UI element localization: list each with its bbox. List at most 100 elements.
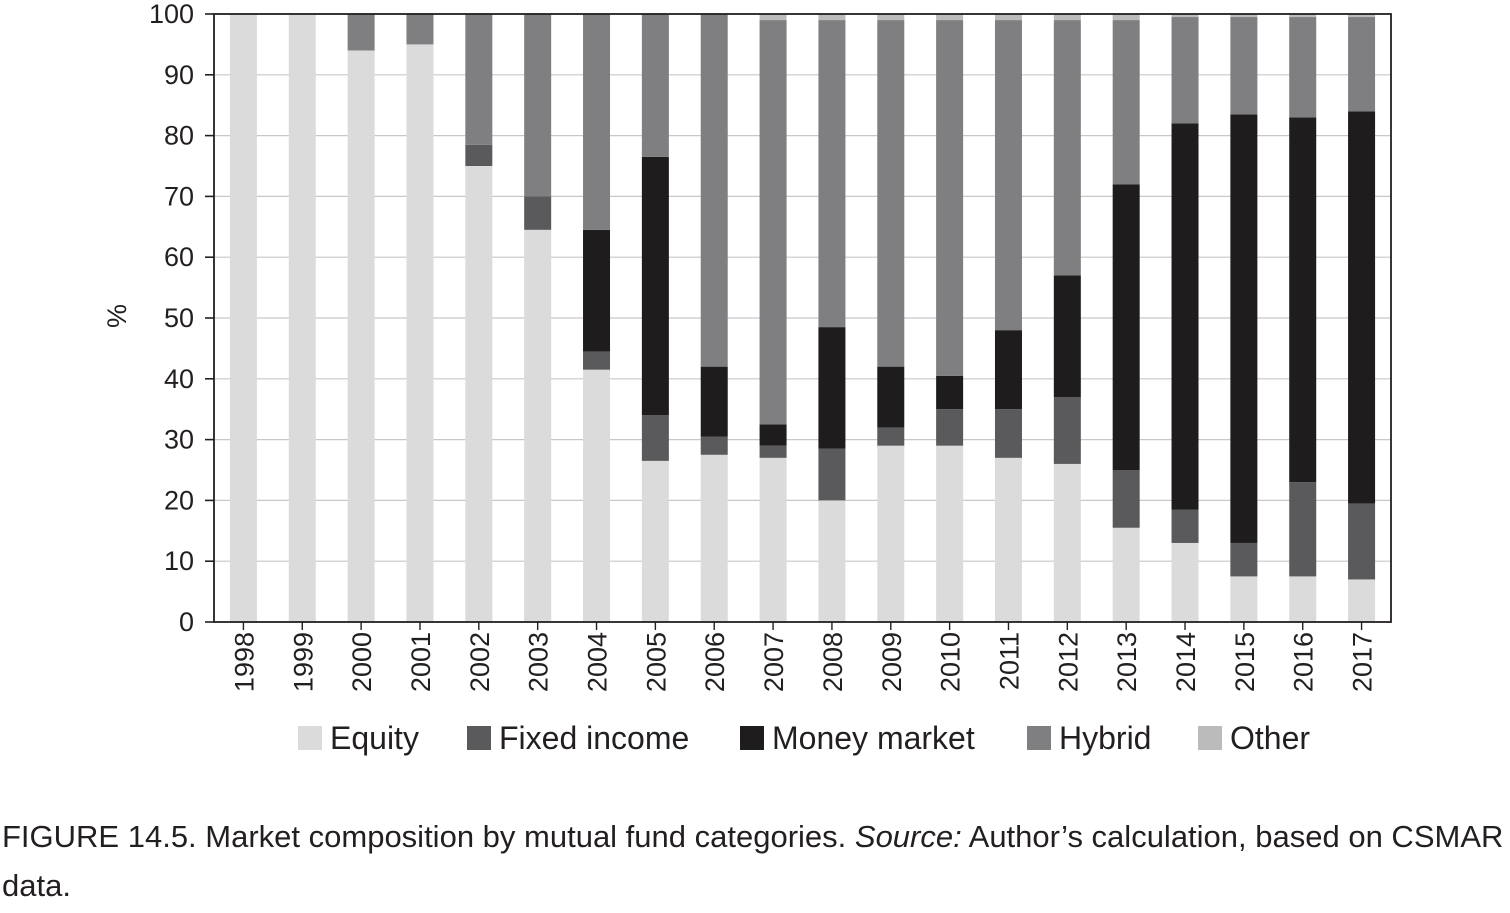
bar-segment-hybrid xyxy=(641,14,669,157)
x-tick-label: 2002 xyxy=(465,632,495,692)
x-tick-label: 2008 xyxy=(818,632,848,692)
bar-segment-equity xyxy=(583,369,611,622)
legend-label: Money market xyxy=(772,719,975,756)
x-tick-label: 2007 xyxy=(759,632,789,692)
bar-segment-money-market xyxy=(994,330,1022,410)
bar-segment-fixed-income xyxy=(1230,542,1258,577)
y-tick-label: 70 xyxy=(164,181,194,211)
bar-segment-fixed-income xyxy=(1112,470,1140,528)
legend-swatch xyxy=(1027,726,1051,750)
bar-segment-hybrid xyxy=(759,20,787,425)
bar-segment-fixed-income xyxy=(994,409,1022,458)
bar-segment-equity xyxy=(641,460,669,622)
bar-segment-hybrid xyxy=(877,20,905,367)
bar-segment-other xyxy=(1289,14,1317,18)
bar-segment-equity xyxy=(818,500,846,622)
bar-segment-fixed-income xyxy=(641,415,669,461)
bar-segment-money-market xyxy=(1112,184,1140,471)
bar-segment-other xyxy=(1053,14,1081,21)
legend-label: Equity xyxy=(330,719,419,756)
y-tick-label: 40 xyxy=(164,364,194,394)
bar-segment-fixed-income xyxy=(759,445,787,458)
x-tick-labels: 1998 1999 2000 2001 2002 2003 2004 2005 2006 2007… xyxy=(229,632,1377,692)
bar-segment-equity xyxy=(1112,527,1140,622)
bar-segment-equity xyxy=(1348,579,1376,622)
x-tick-label: 2004 xyxy=(583,632,613,692)
x-tick-label: 2014 xyxy=(1171,632,1201,692)
bar-segment-equity xyxy=(229,14,257,622)
bar-segment-fixed-income xyxy=(1171,509,1199,543)
bar-segment-money-market xyxy=(877,366,905,428)
bar-segment-fixed-income xyxy=(465,144,493,166)
x-tick-label: 2016 xyxy=(1289,632,1319,692)
x-tick-label: 1999 xyxy=(288,632,318,692)
bar-segment-hybrid xyxy=(1289,17,1317,118)
x-tick-label: 2005 xyxy=(641,632,671,692)
legend-item: Other xyxy=(1198,718,1310,758)
legend: Equity Fixed income Money market Hybrid Othe… xyxy=(0,718,1510,758)
y-tick-label: 30 xyxy=(164,425,194,455)
bar-segment-hybrid xyxy=(347,14,375,51)
bar-segment-hybrid xyxy=(524,14,552,197)
bar-segment-fixed-income xyxy=(1053,397,1081,464)
bar-segment-equity xyxy=(877,445,905,622)
plot-frame xyxy=(213,13,1392,623)
y-tick-label: 90 xyxy=(164,60,194,90)
bar-segment-other xyxy=(818,14,846,21)
bar-segment-fixed-income xyxy=(936,409,964,446)
bar-segment-equity xyxy=(1289,576,1317,622)
bar-segment-hybrid xyxy=(936,20,964,376)
x-tick-label: 2011 xyxy=(994,632,1024,690)
legend-swatch xyxy=(1198,726,1222,750)
grid-lines xyxy=(214,74,1391,562)
legend-item: Money market xyxy=(740,718,975,758)
bar-segment-money-market xyxy=(1348,111,1376,504)
bar-segment-money-market xyxy=(759,424,787,446)
y-tick-label: 10 xyxy=(164,546,194,576)
stacked-bar-chart: 0 10 20 30 40 50 60 70 80 90 100 1998 1999 2000 2001 2… xyxy=(102,0,1392,692)
bar-segment-equity xyxy=(1230,576,1258,622)
y-tick-labels: 0 10 20 30 40 50 60 70 80 90 100 xyxy=(149,0,194,637)
x-tick-label: 2010 xyxy=(936,632,966,692)
bar-segment-equity xyxy=(406,44,434,622)
bar-segment-other xyxy=(936,14,964,21)
bar-segment-other xyxy=(1112,14,1140,21)
caption-source-label: Source: xyxy=(854,819,962,854)
legend-label: Fixed income xyxy=(499,719,690,756)
bar-segment-equity xyxy=(288,14,316,622)
x-tick-label: 2003 xyxy=(524,632,554,692)
bar-segment-other xyxy=(994,14,1022,21)
bar-segment-fixed-income xyxy=(583,351,611,370)
bar-segment-hybrid xyxy=(1171,17,1199,124)
legend-swatch xyxy=(467,726,491,750)
y-tick-label: 0 xyxy=(179,607,194,637)
bar-segment-other xyxy=(877,14,905,21)
y-tick-label: 50 xyxy=(164,303,194,333)
bar-segment-money-market xyxy=(700,366,728,437)
bar-segment-equity xyxy=(759,457,787,622)
bar-segment-equity xyxy=(524,229,552,622)
x-tick-label: 2009 xyxy=(877,632,907,692)
bar-segment-fixed-income xyxy=(524,196,552,230)
bar-segment-other xyxy=(1230,14,1258,18)
bar-segment-money-market xyxy=(1171,123,1199,510)
bar-segment-hybrid xyxy=(818,20,846,328)
bar-segment-fixed-income xyxy=(1348,503,1376,580)
x-tick-label: 2013 xyxy=(1112,632,1142,692)
bar-segment-equity xyxy=(347,50,375,623)
bar-segment-fixed-income xyxy=(818,448,846,501)
x-tick-label: 2001 xyxy=(406,632,436,692)
bar-segment-money-market xyxy=(936,375,964,410)
legend-item: Fixed income xyxy=(467,718,689,758)
bar-segment-equity xyxy=(465,166,493,622)
bar-segment-money-market xyxy=(1289,117,1317,483)
bar-segment-money-market xyxy=(641,156,669,416)
bars xyxy=(229,14,1376,623)
bar-segment-fixed-income xyxy=(700,436,728,455)
bar-segment-equity xyxy=(700,454,728,622)
axes xyxy=(205,13,1392,630)
bar-segment-equity xyxy=(936,445,964,622)
bar-segment-hybrid xyxy=(465,14,493,145)
y-tick-label: 100 xyxy=(149,0,194,29)
bar-segment-hybrid xyxy=(1348,17,1376,112)
